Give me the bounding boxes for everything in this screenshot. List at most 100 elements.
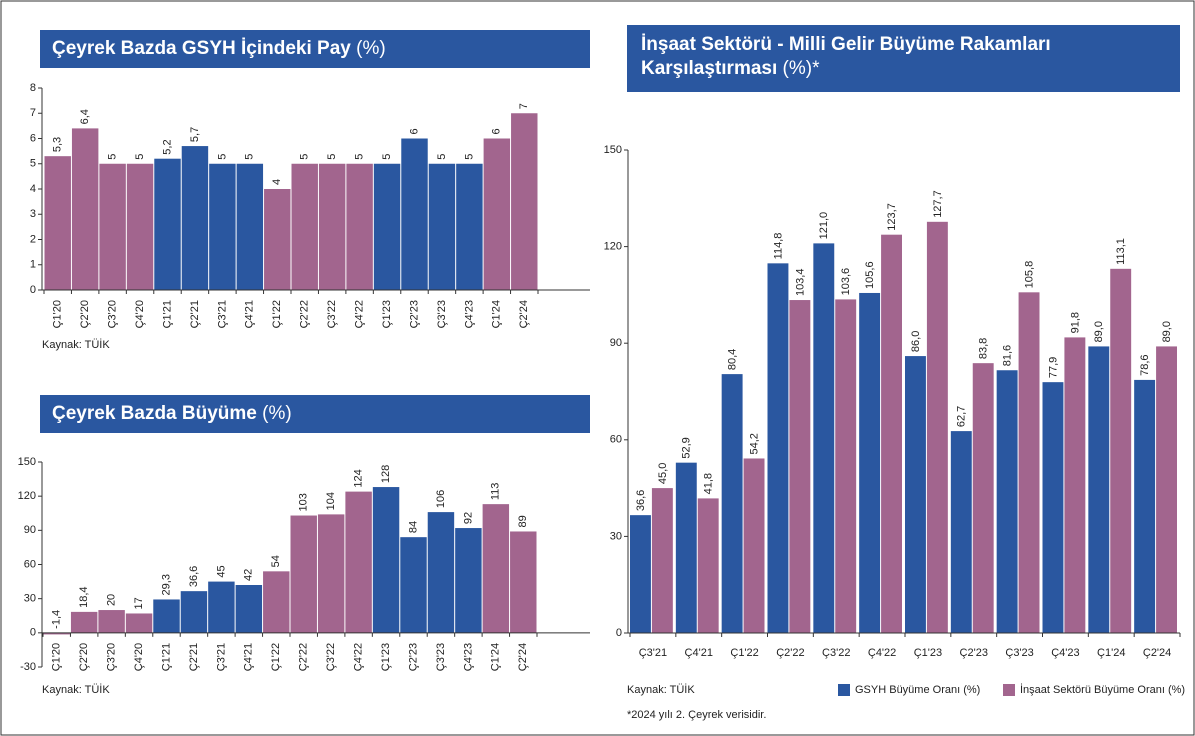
y-tick-label: 7 xyxy=(30,107,36,119)
value-label: 89,0 xyxy=(1093,321,1105,342)
bar xyxy=(789,300,811,633)
bar xyxy=(972,363,994,633)
value-label: -1,4 xyxy=(51,610,63,629)
bar xyxy=(236,163,264,290)
bar xyxy=(401,138,428,290)
x-tick-label: Ç3'21 xyxy=(639,647,667,659)
x-tick-label: Ç3'20 xyxy=(106,643,118,671)
y-tick-label: 8 xyxy=(30,82,36,94)
bar xyxy=(455,528,482,633)
y-tick-label: 5 xyxy=(30,158,36,170)
x-tick-label: Ç4'20 xyxy=(133,643,145,671)
bar xyxy=(209,163,236,290)
bar xyxy=(154,158,181,290)
value-label: 5 xyxy=(463,154,475,160)
x-tick-label: Ç4'23 xyxy=(463,300,475,328)
bar xyxy=(1110,268,1132,633)
bar xyxy=(263,571,290,633)
bar xyxy=(926,221,948,633)
bar xyxy=(99,163,126,290)
x-tick-label: Ç4'22 xyxy=(353,643,365,671)
value-label: 62,7 xyxy=(956,406,968,427)
x-tick-label: Ç1'22 xyxy=(730,647,758,659)
x-tick-label: Ç2'21 xyxy=(189,300,201,328)
value-label: 6 xyxy=(408,128,420,134)
bar xyxy=(318,163,346,290)
x-tick-label: Ç2'23 xyxy=(960,647,988,659)
title-unit: (%)* xyxy=(782,58,820,79)
value-label: 29,3 xyxy=(160,574,172,595)
bar xyxy=(675,462,697,633)
x-tick-label: Ç4'21 xyxy=(243,643,255,671)
value-label: 77,9 xyxy=(1047,357,1059,378)
y-tick-label: 150 xyxy=(604,144,622,156)
value-label: 103,4 xyxy=(794,269,806,297)
value-label: 105,6 xyxy=(864,261,876,289)
bar xyxy=(1018,292,1040,633)
x-tick-label: Ç4'23 xyxy=(462,643,474,671)
value-label: 42 xyxy=(243,569,255,581)
x-tick-label: Ç4'23 xyxy=(1051,647,1079,659)
y-tick-label: 1 xyxy=(30,259,36,271)
bar xyxy=(427,512,455,633)
x-tick-label: Ç2'23 xyxy=(408,300,420,328)
value-label: 124 xyxy=(353,469,365,487)
value-label: 6 xyxy=(491,128,503,134)
chart-title: Çeyrek Bazda Büyüme (%) xyxy=(40,395,590,433)
bar xyxy=(400,537,427,633)
bar xyxy=(743,458,765,633)
y-tick-label: 2 xyxy=(30,233,36,245)
bar xyxy=(511,113,538,290)
bar xyxy=(859,292,881,633)
bar xyxy=(71,128,99,290)
y-tick-label: 3 xyxy=(30,208,36,220)
bar xyxy=(483,138,511,290)
value-label: 114,8 xyxy=(772,233,784,260)
title-unit: (%) xyxy=(356,38,386,59)
x-tick-label: Ç2'21 xyxy=(188,643,200,671)
bar xyxy=(905,356,926,633)
x-tick-label: Ç2'20 xyxy=(78,643,90,671)
legend-label: GSYH Büyüme Oranı (%) xyxy=(855,684,980,696)
value-label: 104 xyxy=(325,492,337,510)
x-tick-label: Ç1'20 xyxy=(52,300,64,328)
title-box: İnşaat Sektörü - Milli Gelir Büyüme Raka… xyxy=(641,33,1111,81)
value-label: 54 xyxy=(270,555,282,567)
value-label: 36,6 xyxy=(188,566,200,587)
x-tick-label: Ç1'23 xyxy=(380,643,392,671)
x-tick-label: Ç1'20 xyxy=(51,643,63,671)
y-tick-label: 6 xyxy=(30,132,36,144)
value-label: 5 xyxy=(244,154,256,160)
bar xyxy=(290,515,317,633)
x-tick-label: Ç3'21 xyxy=(215,643,227,671)
value-label: 5 xyxy=(436,154,448,160)
bar xyxy=(180,591,208,633)
title-text: Çeyrek Bazda Büyüme xyxy=(52,403,257,424)
value-label: 128 xyxy=(380,465,392,483)
x-tick-label: Ç3'21 xyxy=(216,300,228,328)
bar xyxy=(630,515,651,633)
value-label: 5 xyxy=(107,154,119,160)
bar xyxy=(1088,346,1110,633)
footnote: *2024 yılı 2. Çeyrek verisidir. xyxy=(627,709,766,721)
value-label: 5 xyxy=(299,154,311,160)
bar xyxy=(291,163,318,290)
bar xyxy=(651,488,673,633)
value-label: 5 xyxy=(381,154,393,160)
y-tick-label: 4 xyxy=(30,183,36,195)
source: Kaynak: TÜİK xyxy=(627,683,695,696)
chart-title: Çeyrek Bazda GSYH İçindeki Pay (%) xyxy=(40,30,590,68)
x-tick-label: Ç4'21 xyxy=(244,300,256,328)
bar xyxy=(510,531,537,633)
value-label: 20 xyxy=(106,594,118,606)
x-tick-label: Ç4'20 xyxy=(134,300,146,328)
y-tick-label: 90 xyxy=(610,337,622,349)
bar xyxy=(208,581,235,633)
value-label: 5,2 xyxy=(161,139,173,154)
bar xyxy=(372,487,400,633)
legend-swatch xyxy=(838,684,850,696)
x-tick-label: Ç3'23 xyxy=(435,643,447,671)
x-tick-label: Ç3'23 xyxy=(436,300,448,328)
bar xyxy=(126,163,154,290)
